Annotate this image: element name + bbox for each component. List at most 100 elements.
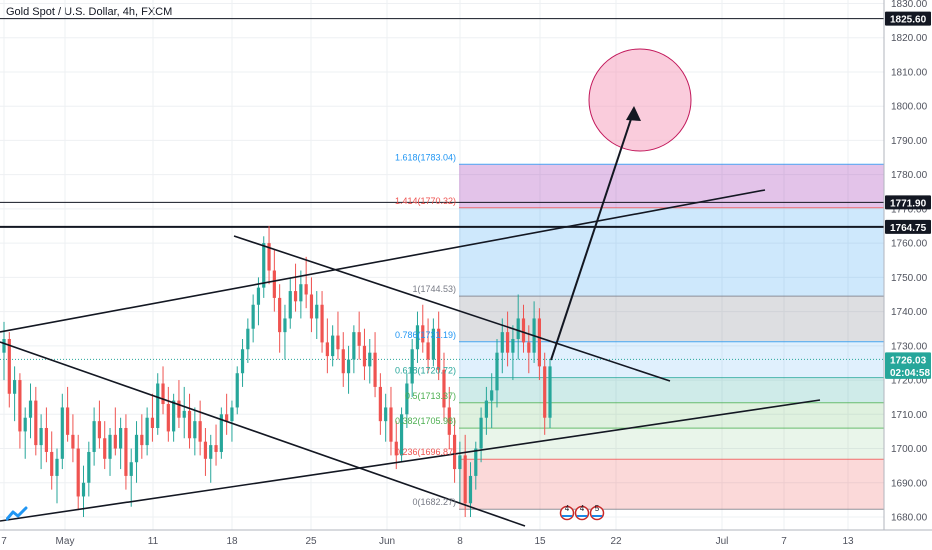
time-tick-label: 8 [457, 536, 463, 547]
candle [108, 427, 112, 476]
candle [225, 393, 229, 435]
trend-line [233, 235, 671, 382]
candle [198, 400, 202, 456]
candle [346, 345, 351, 394]
candle [203, 427, 208, 476]
candle [357, 311, 361, 360]
candle [124, 414, 128, 490]
tradingview-logo-icon[interactable] [6, 506, 28, 522]
fib-label: 0.382(1705.98) [395, 416, 456, 426]
price-badge-label: 1825.60 [890, 15, 927, 26]
time-tick-label: 7 [1, 536, 7, 547]
candle-body [288, 291, 292, 319]
candle-body [484, 400, 488, 418]
candle-body [225, 414, 229, 422]
price-tick-label: 1740.00 [891, 307, 928, 318]
candle-body [272, 270, 276, 298]
candle-body [293, 291, 298, 302]
candle-body [2, 338, 6, 353]
candle [293, 263, 298, 312]
fib-label: 1(1744.53) [412, 284, 456, 294]
candle-body [108, 434, 112, 459]
candle [474, 441, 478, 490]
event-flag-icon: 4 [574, 504, 590, 521]
candle-body [537, 318, 541, 367]
candles[interactable] [2, 226, 552, 517]
candle-body [13, 380, 17, 394]
time-tick-label: 7 [781, 536, 787, 547]
projection-arrow [550, 109, 635, 361]
candle [537, 308, 541, 381]
horizontal-levels [0, 18, 884, 360]
candle-body [378, 386, 382, 422]
candle-body [516, 318, 520, 339]
candle [60, 393, 64, 470]
candle-body [394, 441, 398, 456]
candle-body [150, 417, 155, 428]
candle [18, 373, 22, 449]
candle-body [452, 434, 457, 470]
candle [389, 386, 393, 456]
time-tick-label: 18 [226, 536, 238, 547]
candle-body [527, 342, 531, 353]
price-tick-label: 1780.00 [891, 170, 928, 181]
event-flag-icon: 4 [559, 504, 575, 521]
candle-body [230, 407, 234, 422]
fib-label: 0.786(1731.19) [395, 330, 456, 340]
candle-body [431, 328, 435, 360]
candle [219, 407, 223, 459]
time-axis[interactable]: 7 May 11 18 25 Jun 8 15 22 Jul 7 13 [0, 529, 932, 550]
candle [421, 304, 425, 353]
trend-lines[interactable] [0, 48, 821, 527]
candle [452, 417, 457, 483]
candle-body [331, 335, 335, 357]
event-icons[interactable]: 4 4 5 [559, 504, 605, 521]
candle-body [76, 448, 80, 497]
candle-body [251, 304, 255, 329]
price-axis[interactable]: 1680.00 1690.00 1700.00 1710.00 1720.00 1730.… [883, 0, 932, 550]
candle-body [262, 243, 266, 288]
candle [362, 328, 367, 381]
candle [415, 311, 420, 363]
price-badge [885, 364, 931, 379]
candle-body [352, 332, 356, 360]
candle [187, 393, 192, 449]
candle-body [145, 417, 149, 446]
candle [246, 318, 250, 363]
candle-body [44, 427, 49, 452]
candle-body [548, 366, 552, 418]
candle [437, 311, 441, 381]
candle [129, 448, 133, 507]
price-tick-label: 1760.00 [891, 239, 928, 250]
candle [405, 373, 409, 428]
candle [500, 318, 504, 374]
candle [145, 407, 149, 456]
candle [479, 407, 483, 463]
fib-label: 0.236(1696.87) [395, 447, 456, 457]
candle [156, 373, 160, 435]
candle [484, 386, 488, 435]
candle-body [166, 404, 170, 432]
time-tick-label: 15 [534, 536, 546, 547]
candle-body [214, 445, 218, 452]
candle [28, 383, 33, 439]
candle [505, 311, 510, 367]
candle [39, 414, 43, 470]
price-axis-bg [884, 0, 932, 550]
candle [516, 294, 520, 360]
candle [336, 311, 340, 360]
candle [193, 407, 197, 456]
candle-body [362, 345, 367, 367]
candle-body [505, 332, 510, 353]
candle [172, 393, 176, 442]
price-tick-label: 1690.00 [891, 478, 928, 489]
candle [352, 325, 356, 374]
event-flag-count: 5 [595, 504, 600, 513]
fib-zone [459, 459, 884, 510]
candle [490, 373, 494, 428]
fib-label: 0.618(1720.72) [395, 366, 456, 376]
candle-body [495, 352, 499, 391]
time-tick-label: 13 [842, 536, 854, 547]
price-badge-label: 1726.03 [890, 355, 927, 366]
